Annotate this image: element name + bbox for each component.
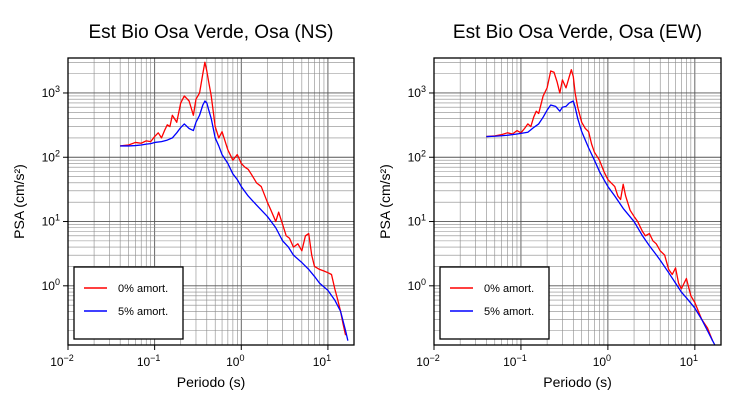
- legend-box: [439, 266, 550, 340]
- series-line-damped: [120, 100, 349, 341]
- chart-title: Est Bio Osa Verde, Osa (NS): [89, 22, 334, 43]
- y-tick-label: 103: [42, 84, 60, 100]
- y-tick-label: 102: [408, 148, 426, 164]
- y-axis-label: PSA (cm/s²): [11, 164, 27, 239]
- x-tick-label: 10−2: [416, 353, 440, 369]
- x-tick-label: 10−1: [503, 353, 527, 369]
- plot-frame: [433, 57, 722, 346]
- y-tick-label: 102: [42, 148, 60, 164]
- x-tick-label: 100: [593, 353, 611, 369]
- x-tick-label: 10−1: [137, 353, 161, 369]
- y-tick-label: 101: [42, 213, 60, 229]
- series-line-undamped: [120, 61, 347, 336]
- y-axis-label: PSA (cm/s²): [377, 164, 393, 239]
- y-tick-label: 101: [408, 213, 426, 229]
- y-tick-label: 100: [42, 277, 60, 293]
- legend-label: 5% amort.: [118, 306, 168, 318]
- x-axis-label: Periodo (s): [543, 374, 611, 390]
- legend: 0% amort. 5% amort.: [73, 266, 184, 340]
- x-tick-label: 101: [680, 353, 698, 369]
- x-axis-label: Periodo (s): [177, 374, 245, 390]
- legend-label: 0% amort.: [484, 283, 534, 295]
- series-line-damped: [486, 100, 716, 346]
- chart-panel-2: 10−2 10−1 100 101 100 101 102 103 Est Bio Osa Ve…: [377, 22, 722, 390]
- legend-label: 5% amort.: [484, 306, 534, 318]
- plot-frame: [67, 57, 355, 346]
- series-line-undamped: [486, 69, 714, 341]
- chart-title: Est Bio Osa Verde, Osa (EW): [453, 22, 702, 43]
- legend-box: [73, 266, 184, 340]
- y-tick-label: 103: [408, 84, 426, 100]
- chart-panel-1: 10−2 10−1 100 101 100 101 102 103 Est Bio Osa Ve…: [11, 22, 355, 390]
- x-tick-label: 100: [226, 353, 244, 369]
- x-tick-label: 101: [313, 353, 331, 369]
- legend-label: 0% amort.: [118, 283, 168, 295]
- x-tick-label: 10−2: [50, 353, 74, 369]
- y-tick-label: 100: [408, 277, 426, 293]
- legend: 0% amort. 5% amort.: [439, 266, 550, 340]
